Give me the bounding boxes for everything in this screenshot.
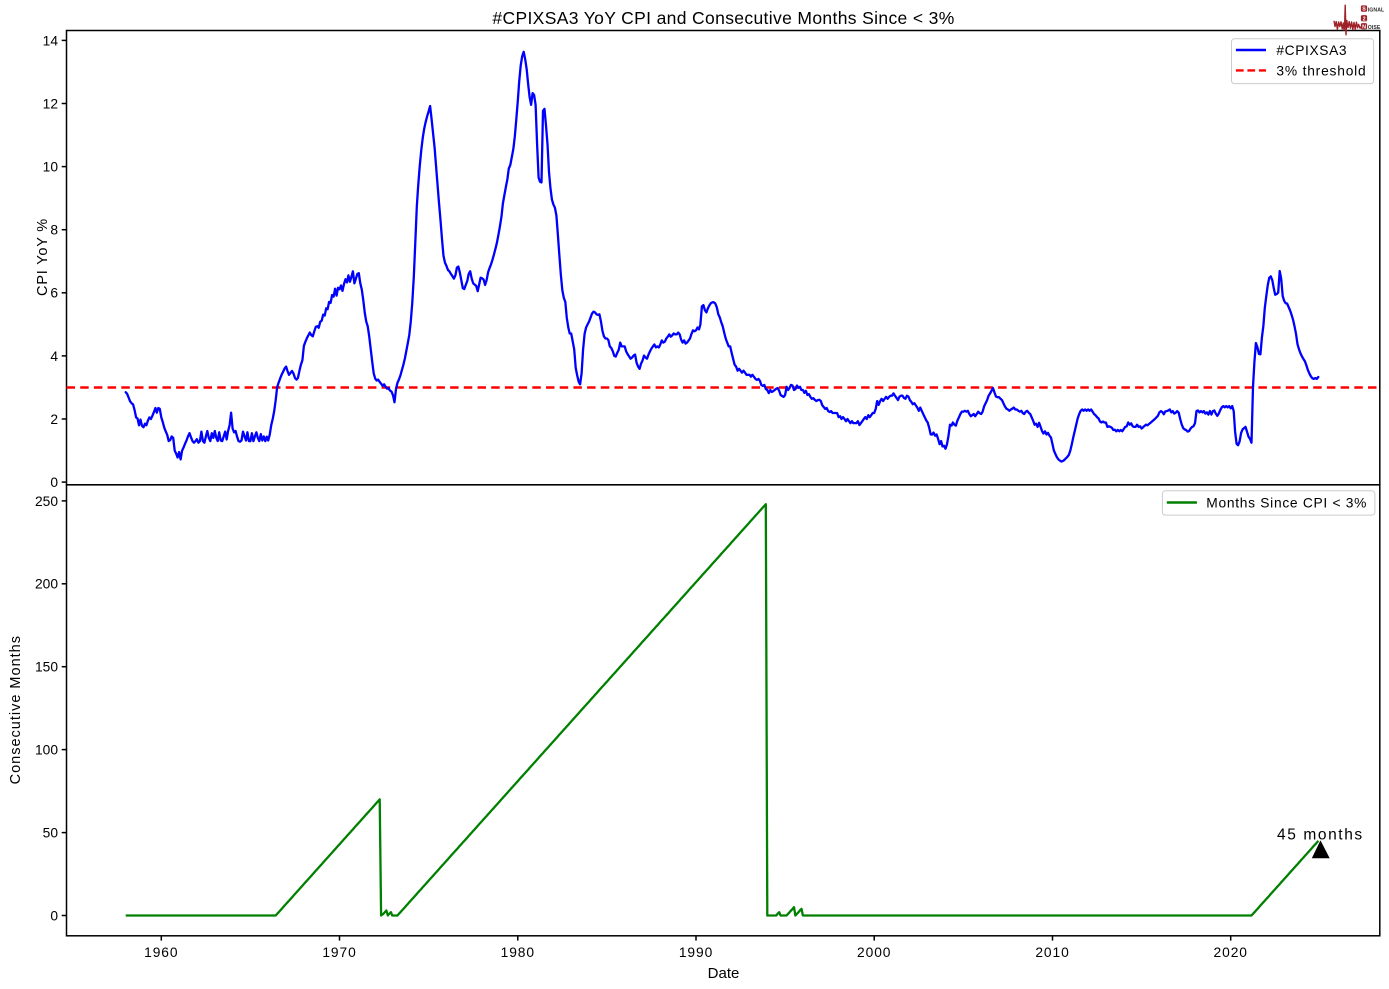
- svg-text:S: S: [1362, 7, 1366, 13]
- svg-text:8: 8: [50, 223, 58, 238]
- svg-text:0: 0: [50, 908, 58, 923]
- svg-text:#CPIXSA3: #CPIXSA3: [1276, 43, 1347, 58]
- svg-text:CPI YoY %: CPI YoY %: [35, 218, 51, 296]
- svg-text:N: N: [1362, 24, 1366, 30]
- svg-text:100: 100: [35, 743, 58, 758]
- svg-text:12: 12: [43, 96, 58, 111]
- svg-text:10: 10: [43, 160, 59, 175]
- svg-text:45 months: 45 months: [1277, 827, 1364, 844]
- svg-text:150: 150: [35, 660, 58, 675]
- svg-text:50: 50: [43, 826, 59, 841]
- svg-text:4: 4: [50, 349, 58, 364]
- svg-text:1960: 1960: [144, 945, 178, 960]
- svg-text:250: 250: [35, 494, 58, 509]
- svg-text:2000: 2000: [857, 945, 891, 960]
- svg-text:14: 14: [43, 33, 59, 48]
- svg-text:2020: 2020: [1214, 945, 1248, 960]
- svg-text:2010: 2010: [1035, 945, 1069, 960]
- svg-text:Months Since CPI < 3%: Months Since CPI < 3%: [1206, 495, 1367, 510]
- svg-text:Date: Date: [708, 965, 740, 982]
- svg-text:Consecutive Months: Consecutive Months: [8, 635, 24, 784]
- svg-text:200: 200: [35, 577, 58, 592]
- svg-text:2: 2: [50, 412, 58, 427]
- svg-text:3% threshold: 3% threshold: [1276, 63, 1366, 78]
- svg-text:1970: 1970: [322, 945, 356, 960]
- svg-text:IGNAL: IGNAL: [1368, 7, 1385, 13]
- svg-text:6: 6: [50, 286, 58, 301]
- svg-text:#CPIXSA3 YoY CPI and Consecuti: #CPIXSA3 YoY CPI and Consecutive Months …: [492, 8, 954, 28]
- svg-text:0: 0: [50, 475, 58, 490]
- svg-text:OISE: OISE: [1368, 25, 1381, 31]
- svg-text:1980: 1980: [501, 945, 535, 960]
- svg-text:1990: 1990: [679, 945, 713, 960]
- svg-text:2: 2: [1363, 16, 1366, 22]
